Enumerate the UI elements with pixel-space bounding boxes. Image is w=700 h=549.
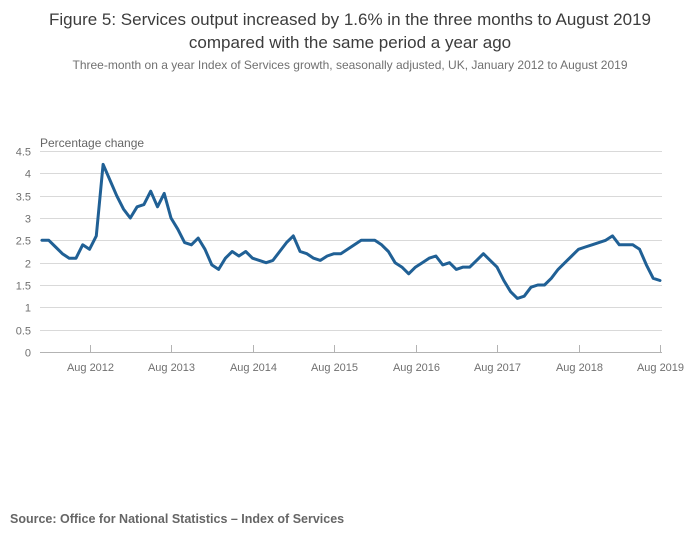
y-tick-label: 3.5 — [16, 192, 31, 204]
y-tick-label: 0 — [25, 348, 31, 360]
services-growth-line-chart: Percentage change 0 0.5 1 1.5 2 2.5 3 3.5 4 4.5 Au… — [16, 136, 684, 374]
x-tick-label: Aug 2014 — [230, 362, 277, 374]
source-note: Source: Office for National Statistics –… — [10, 512, 345, 526]
x-tick-label: Aug 2013 — [148, 362, 195, 374]
y-tick-label: 3 — [25, 214, 31, 226]
y-axis-title: Percentage change — [40, 136, 144, 150]
figure-title: Figure 5: Services output increased by 1… — [49, 10, 651, 52]
y-tick-label: 4 — [25, 169, 31, 181]
x-tick-label: Aug 2018 — [556, 362, 603, 374]
y-tick-label: 1 — [25, 303, 31, 315]
series-line — [40, 162, 662, 300]
y-tick-label: 2 — [25, 259, 31, 271]
figure-subtitle: Three-month on a year Index of Services … — [72, 58, 628, 72]
x-tick-label: Aug 2019 — [637, 362, 684, 374]
y-tick-label: 4.5 — [16, 147, 31, 159]
y-tick-label: 2.5 — [16, 236, 31, 248]
x-tick-label: Aug 2015 — [311, 362, 358, 374]
x-tick-label: Aug 2012 — [67, 362, 114, 374]
y-tick-label: 0.5 — [16, 326, 31, 338]
x-tick-label: Aug 2016 — [393, 362, 440, 374]
x-tick-label: Aug 2017 — [474, 362, 521, 374]
y-tick-label: 1.5 — [16, 281, 31, 293]
